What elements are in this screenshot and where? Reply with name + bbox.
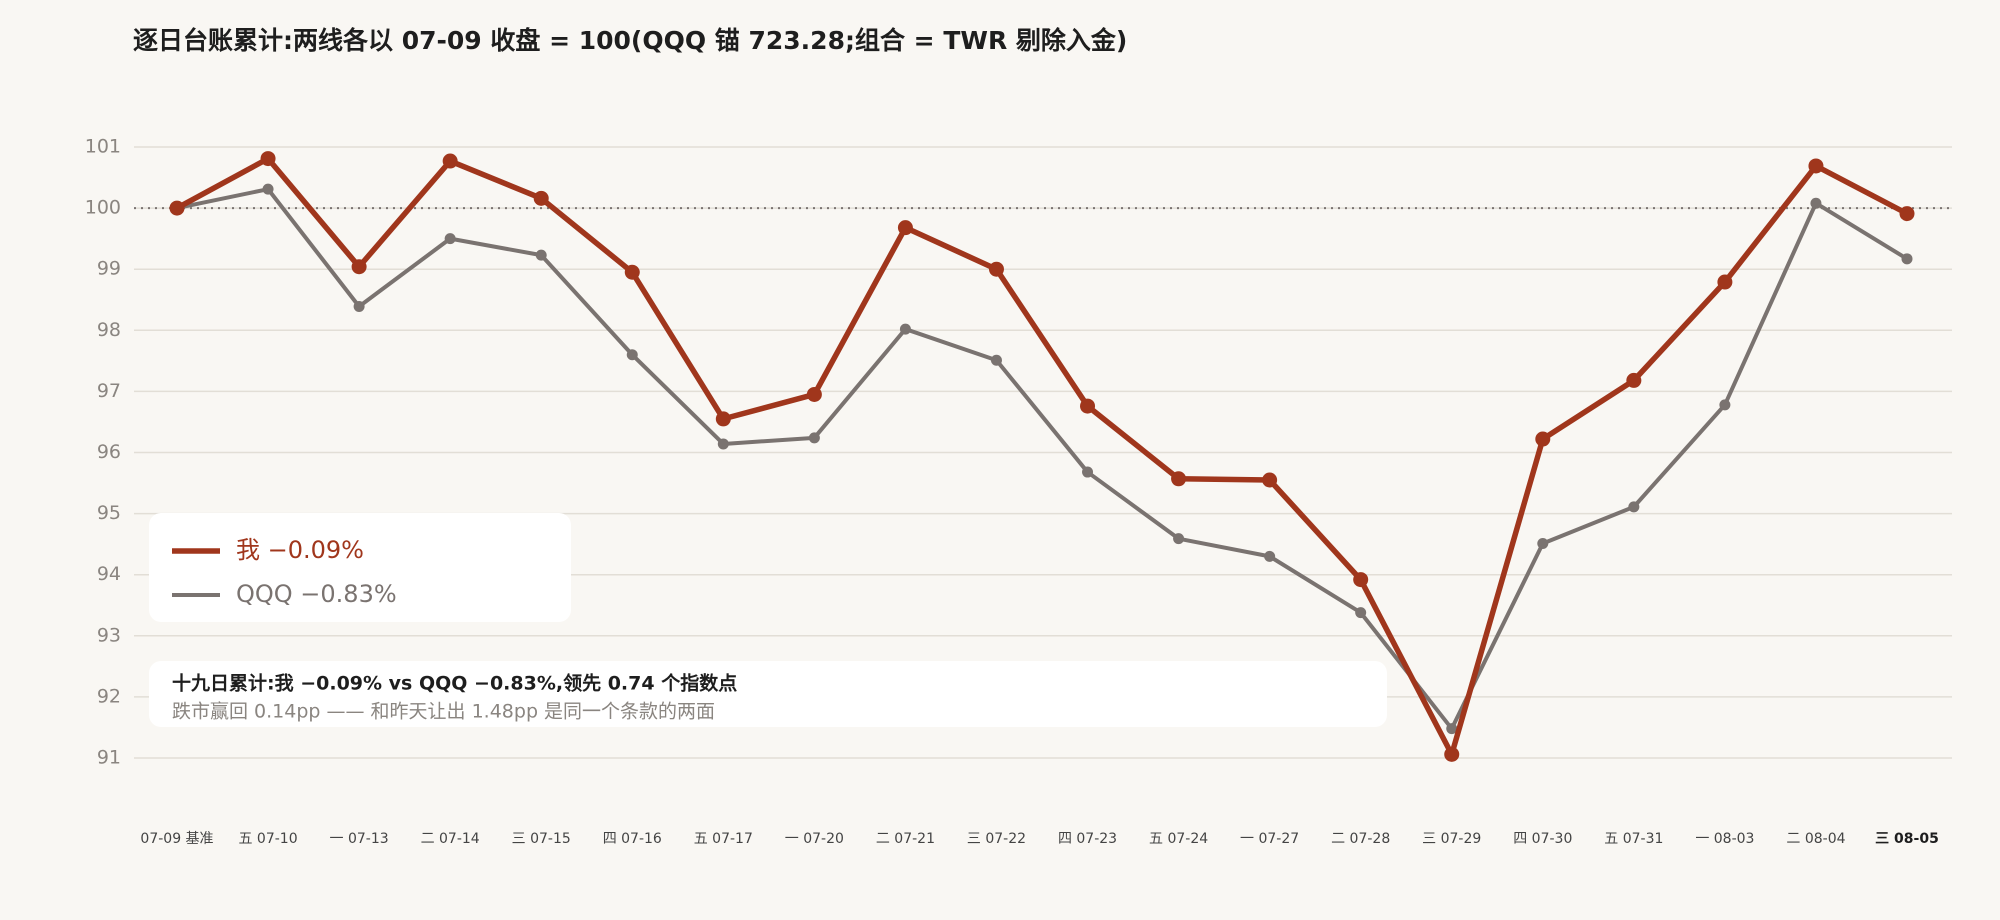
point <box>1444 746 1460 762</box>
x-tick-label: 二 07-21 <box>876 831 935 847</box>
annotation-box <box>149 661 1387 727</box>
legend <box>149 513 571 622</box>
plot <box>169 151 1915 762</box>
y-tick-label: 93 <box>97 624 121 646</box>
y-tick-label: 99 <box>97 258 121 280</box>
point <box>1264 550 1276 562</box>
point <box>1171 471 1187 487</box>
point <box>1355 607 1367 619</box>
x-tick-label: 五 07-17 <box>694 831 753 847</box>
series-line <box>175 155 1909 758</box>
point <box>988 261 1004 277</box>
legend-label: QQQ −0.83% <box>236 580 397 608</box>
point <box>353 300 365 312</box>
legend-label: 我 −0.09% <box>236 536 364 564</box>
point <box>1446 723 1458 735</box>
point <box>1899 206 1915 222</box>
x-tick-label: 一 08-03 <box>1695 831 1754 847</box>
point <box>1082 466 1094 478</box>
y-tick-label: 94 <box>97 563 121 585</box>
point <box>533 190 549 206</box>
point <box>1080 398 1096 414</box>
point <box>1901 253 1913 265</box>
x-tick-label: 三 07-15 <box>512 831 571 847</box>
annotation-headline: 十九日累计:我 −0.09% vs QQQ −0.83%,领先 0.74 个指数… <box>172 672 737 695</box>
x-tick-label: 三 08-05 <box>1875 831 1939 847</box>
x-tick-label: 四 07-23 <box>1058 831 1117 847</box>
x-tick-label: 一 07-27 <box>1240 831 1299 847</box>
point <box>1537 538 1549 550</box>
y-tick-label: 92 <box>97 685 121 707</box>
point <box>351 259 367 275</box>
point <box>1262 472 1278 488</box>
x-tick-label: 三 07-29 <box>1422 831 1481 847</box>
y-tick-label: 101 <box>85 136 121 158</box>
point <box>169 200 185 216</box>
series-line <box>176 187 1909 731</box>
x-tick-label: 五 07-10 <box>238 831 297 847</box>
point <box>535 249 547 261</box>
point <box>444 233 456 245</box>
point <box>808 432 820 444</box>
x-tick-label: 五 07-24 <box>1149 831 1208 847</box>
point <box>260 151 276 167</box>
x-tick-label: 四 07-16 <box>603 831 662 847</box>
point <box>262 183 274 195</box>
point <box>624 264 640 280</box>
y-tick-label: 95 <box>97 502 121 524</box>
point <box>806 386 822 402</box>
annotation-note: 跌市赢回 0.14pp —— 和昨天让出 1.48pp 是同一个条款的两面 <box>172 701 715 723</box>
point <box>1535 431 1551 447</box>
point <box>1173 533 1185 545</box>
point <box>442 153 458 169</box>
chart-title: 逐日台账累计:两线各以 07-09 收盘 = 100(QQQ 锚 723.28;… <box>133 26 1127 55</box>
x-tick-label: 二 07-28 <box>1331 831 1390 847</box>
point <box>1626 372 1642 388</box>
x-tick-label: 三 07-22 <box>967 831 1026 847</box>
y-tick-label: 98 <box>97 319 121 341</box>
point <box>1628 501 1640 513</box>
x-tick-label: 一 07-20 <box>785 831 844 847</box>
x-tick-label: 一 07-13 <box>330 831 389 847</box>
point <box>1808 158 1824 174</box>
point <box>715 411 731 427</box>
point <box>1717 274 1733 290</box>
point <box>626 349 638 361</box>
y-tick-label: 91 <box>97 747 121 769</box>
x-tick-label: 四 07-30 <box>1513 831 1572 847</box>
x-tick-label: 07-09 基准 <box>140 830 213 847</box>
x-tick-label: 二 07-14 <box>421 831 480 847</box>
point <box>990 354 1002 366</box>
y-tick-label: 96 <box>97 441 121 463</box>
x-tick-label: 五 07-31 <box>1604 831 1663 847</box>
point <box>717 438 729 450</box>
point <box>1810 197 1822 209</box>
point <box>1719 399 1731 411</box>
point <box>1353 572 1369 588</box>
y-tick-label: 100 <box>85 197 121 219</box>
point <box>899 323 911 335</box>
point <box>897 220 913 236</box>
x-tick-label: 二 08-04 <box>1786 831 1845 847</box>
y-tick-label: 97 <box>97 380 121 402</box>
